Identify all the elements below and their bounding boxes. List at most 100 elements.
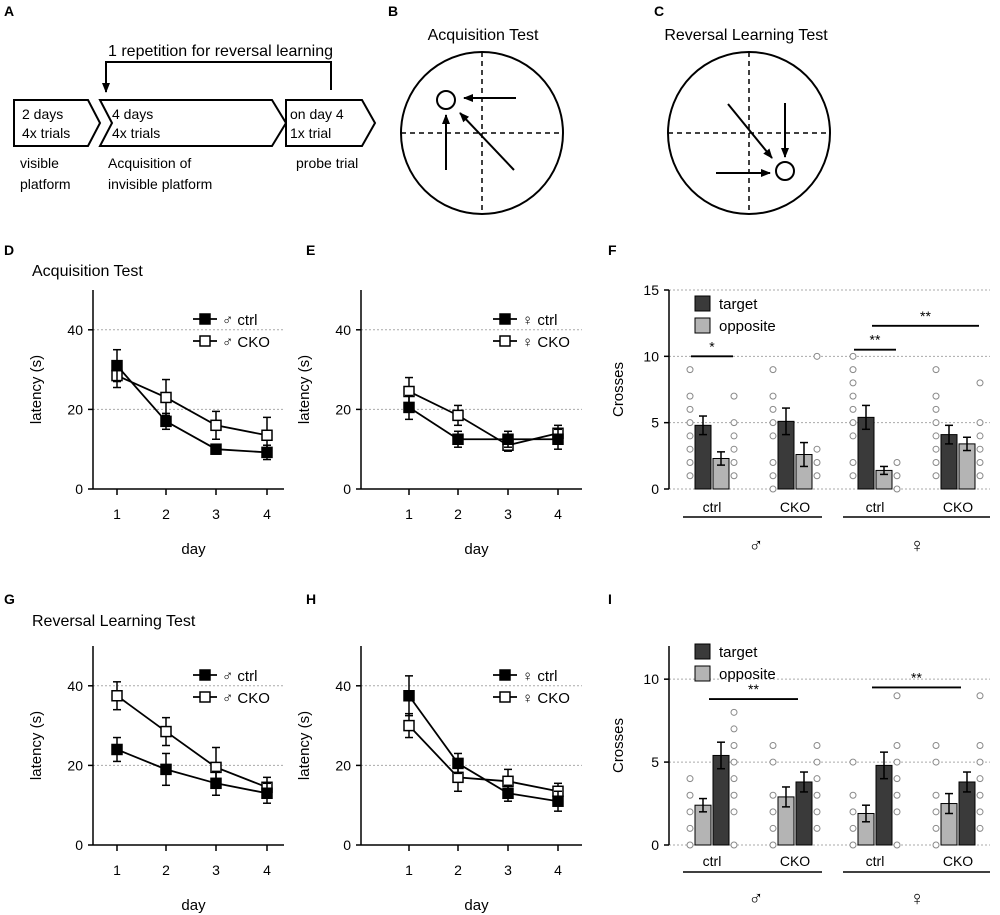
individual-point bbox=[686, 791, 694, 799]
swim-arrow-diagonal bbox=[459, 112, 515, 171]
individual-point bbox=[769, 742, 777, 749]
individual-point bbox=[932, 366, 940, 374]
group-label: CKO bbox=[943, 499, 973, 515]
individual-point bbox=[976, 432, 984, 440]
x-tick-label: 4 bbox=[554, 862, 562, 878]
individual-point bbox=[976, 445, 984, 453]
significance-mark: ** bbox=[870, 332, 881, 348]
individual-point bbox=[686, 458, 694, 466]
individual-point bbox=[849, 758, 857, 766]
chart-g-reversal-male: 0 20 40 1 2 3 4 day latency (s) ♂ ctrl ♂ CKO bbox=[28, 646, 284, 914]
individual-point bbox=[730, 742, 738, 749]
data-point bbox=[261, 429, 273, 442]
individual-point bbox=[976, 742, 984, 749]
series-line-ctrl bbox=[116, 365, 268, 454]
significance-mark: ** bbox=[911, 669, 922, 685]
individual-point bbox=[849, 392, 857, 400]
individual-point bbox=[813, 758, 821, 766]
y-tick-label: 20 bbox=[335, 401, 351, 417]
data-point bbox=[452, 757, 464, 770]
y-tick-label: 0 bbox=[75, 837, 83, 853]
x-tick-label: 1 bbox=[405, 862, 413, 878]
data-point bbox=[210, 443, 222, 455]
x-tick-label: 3 bbox=[504, 862, 512, 878]
legend-label: opposite bbox=[719, 666, 776, 683]
x-axis-label: day bbox=[181, 541, 206, 558]
box1-line1: 2 days bbox=[22, 106, 63, 122]
series-line-cko bbox=[408, 390, 559, 447]
x-axis-label: day bbox=[181, 897, 206, 914]
individual-point bbox=[849, 419, 857, 427]
row-title-acquisition: Acquisition Test bbox=[32, 263, 143, 280]
box3-line1: on day 4 bbox=[290, 106, 344, 122]
y-axis-label: latency (s) bbox=[296, 711, 313, 780]
individual-point bbox=[849, 366, 857, 374]
y-tick-label: 40 bbox=[335, 678, 351, 694]
individual-point bbox=[686, 841, 694, 849]
y-axis-label: latency (s) bbox=[296, 355, 313, 424]
legend-marker bbox=[499, 691, 511, 703]
y-axis-label: Crosses bbox=[610, 362, 627, 417]
individual-point bbox=[893, 758, 901, 766]
x-tick-label: 4 bbox=[554, 506, 562, 522]
y-tick-label: 0 bbox=[651, 837, 659, 853]
individual-point bbox=[893, 692, 901, 700]
data-point bbox=[502, 433, 514, 445]
sex-label-female: ♀ bbox=[910, 535, 925, 557]
group-label: ctrl bbox=[866, 853, 885, 869]
individual-point bbox=[932, 445, 940, 453]
individual-point bbox=[893, 472, 901, 480]
y-axis-label: latency (s) bbox=[28, 711, 45, 780]
legend-label: target bbox=[719, 296, 758, 313]
data-point bbox=[160, 391, 172, 404]
data-point bbox=[160, 763, 172, 776]
individual-point bbox=[849, 352, 857, 360]
group-label: CKO bbox=[943, 853, 973, 869]
panel-label-i: I bbox=[608, 591, 612, 607]
individual-point bbox=[976, 472, 984, 480]
individual-point bbox=[730, 775, 738, 783]
legend-label: opposite bbox=[719, 318, 776, 335]
x-tick-label: 2 bbox=[162, 862, 170, 878]
row-title-reversal: Reversal Learning Test bbox=[32, 613, 196, 630]
panel-label-c: C bbox=[654, 3, 664, 19]
individual-point bbox=[893, 841, 901, 849]
sex-label-male: ♂ bbox=[749, 888, 764, 910]
data-point bbox=[261, 787, 273, 800]
individual-point bbox=[932, 392, 940, 400]
legend-label: target bbox=[719, 644, 758, 661]
maze-reversal-title: Reversal Learning Test bbox=[664, 27, 828, 44]
significance-mark: ** bbox=[748, 681, 759, 697]
data-point bbox=[111, 743, 123, 756]
chart-e-acquisition-female: 0 20 40 1 2 3 4 day latency (s) ♀ ctrl ♀ CKO bbox=[296, 290, 582, 558]
legend-marker bbox=[199, 313, 211, 325]
y-tick-label: 20 bbox=[335, 757, 351, 773]
individual-point bbox=[730, 758, 738, 766]
individual-point bbox=[769, 758, 777, 766]
individual-point bbox=[730, 808, 738, 816]
individual-point bbox=[813, 742, 821, 749]
individual-point bbox=[730, 708, 738, 716]
series-line-cko bbox=[408, 724, 559, 793]
legend-marker bbox=[499, 313, 511, 325]
y-tick-label: 10 bbox=[643, 348, 659, 364]
significance-mark: ** bbox=[920, 308, 931, 324]
individual-point bbox=[769, 419, 777, 427]
individual-point bbox=[813, 472, 821, 480]
legend-marker bbox=[199, 691, 211, 703]
y-tick-label: 40 bbox=[67, 322, 83, 338]
individual-point bbox=[849, 432, 857, 440]
y-tick-label: 5 bbox=[651, 754, 659, 770]
x-tick-label: 1 bbox=[113, 862, 121, 878]
legend-marker bbox=[499, 335, 511, 347]
sex-label-female: ♀ bbox=[910, 888, 925, 910]
group-label: ctrl bbox=[866, 499, 885, 515]
group-label: CKO bbox=[780, 499, 810, 515]
panel-label-f: F bbox=[608, 242, 617, 258]
significance-mark: * bbox=[709, 338, 715, 354]
box-visible-platform bbox=[13, 99, 102, 147]
individual-point bbox=[976, 379, 984, 387]
platform-icon bbox=[436, 90, 456, 110]
data-point bbox=[111, 690, 123, 702]
